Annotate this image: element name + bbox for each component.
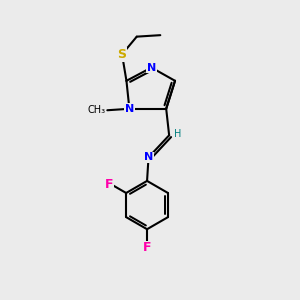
Text: N: N xyxy=(147,63,156,73)
Text: S: S xyxy=(118,48,127,61)
Text: N: N xyxy=(144,152,153,162)
Text: F: F xyxy=(143,241,151,254)
Text: N: N xyxy=(125,104,134,114)
Text: CH₃: CH₃ xyxy=(88,105,106,115)
Text: H: H xyxy=(174,129,181,139)
Text: F: F xyxy=(105,178,113,191)
